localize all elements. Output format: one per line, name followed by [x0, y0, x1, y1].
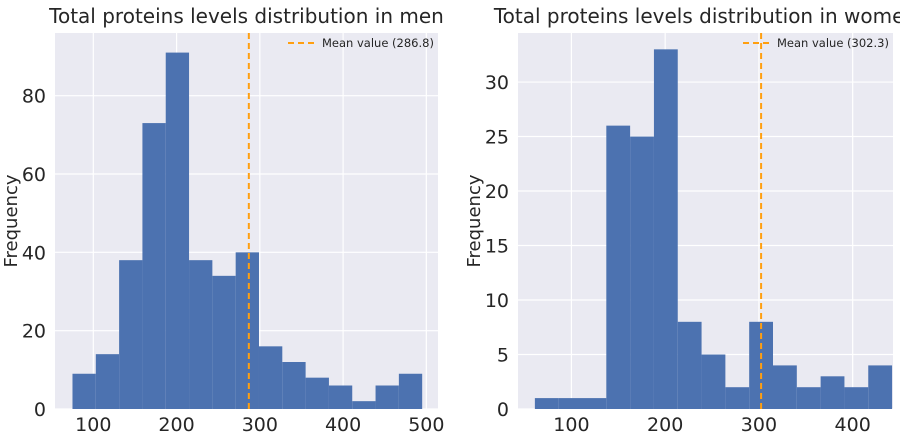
- histogram-bar: [189, 260, 213, 409]
- histogram-bar: [725, 387, 750, 409]
- histogram-bar: [582, 398, 607, 409]
- histogram-bar: [258, 346, 283, 409]
- chart-panel-men: 100 200 300 400 500 0 20 40 60 80 Total proteins l…: [1, 4, 444, 436]
- histogram-bar: [119, 260, 143, 409]
- y-tick-label: 40: [22, 242, 46, 264]
- histogram-bar: [606, 125, 631, 409]
- chart-panel-women: 100 200 300 400 0 5 10 15 20 25 30 Total proteins l…: [464, 4, 900, 436]
- histogram-bar: [398, 373, 423, 409]
- chart-title: Total proteins levels distribution in wo…: [493, 4, 900, 28]
- x-tick-label: 300: [741, 414, 777, 436]
- histogram-bar: [796, 387, 821, 409]
- plot-area: [518, 33, 893, 409]
- histogram-bar: [212, 275, 236, 409]
- histogram-bar: [282, 362, 306, 409]
- y-tick-label: 25: [485, 127, 509, 149]
- y-axis-label: Frequency: [464, 174, 485, 267]
- histogram-bar: [534, 398, 559, 409]
- y-axis-label: Frequency: [1, 174, 22, 267]
- histogram-bar: [72, 373, 96, 409]
- y-tick-label: 80: [22, 86, 46, 108]
- histogram-bar: [305, 377, 329, 409]
- legend-label: Mean value (286.8): [322, 36, 434, 50]
- y-tick-label: 0: [497, 399, 509, 421]
- histogram-bar: [165, 52, 190, 409]
- legend-label: Mean value (302.3): [777, 36, 889, 50]
- y-tick-label: 30: [485, 72, 509, 94]
- histogram-bar: [701, 354, 726, 409]
- y-tick-label: 0: [34, 399, 46, 421]
- histogram-bar: [630, 136, 654, 409]
- legend: Mean value (286.8): [288, 36, 434, 50]
- histogram-bar: [142, 123, 166, 409]
- histogram-bar: [375, 385, 399, 409]
- histogram-bar: [677, 321, 702, 409]
- x-tick-label: 100: [75, 414, 111, 436]
- legend: Mean value (302.3): [743, 36, 889, 50]
- histogram-bar: [773, 365, 797, 409]
- y-tick-label: 20: [22, 321, 46, 343]
- histogram-bar: [95, 354, 120, 409]
- histogram-bar: [820, 376, 845, 409]
- histogram-bar: [328, 385, 353, 409]
- y-tick-label: 10: [485, 290, 509, 312]
- histogram-bar: [653, 49, 678, 409]
- x-tick-label: 400: [325, 414, 361, 436]
- x-tick-label: 400: [835, 414, 871, 436]
- histogram-bar: [844, 387, 869, 409]
- histogram-bar: [352, 401, 376, 409]
- x-tick-label: 300: [242, 414, 278, 436]
- x-tick-label: 200: [158, 414, 194, 436]
- chart-title: Total proteins levels distribution in me…: [48, 4, 444, 28]
- y-tick-label: 20: [485, 181, 509, 203]
- histogram-bar: [868, 365, 893, 409]
- histogram-bar: [558, 398, 583, 409]
- y-tick-label: 15: [485, 236, 509, 258]
- histogram-bar: [235, 252, 259, 409]
- y-tick-label: 60: [22, 164, 46, 186]
- x-tick-label: 100: [553, 414, 589, 436]
- x-tick-label: 200: [647, 414, 683, 436]
- x-tick-label: 500: [408, 414, 444, 436]
- y-tick-label: 5: [497, 345, 509, 367]
